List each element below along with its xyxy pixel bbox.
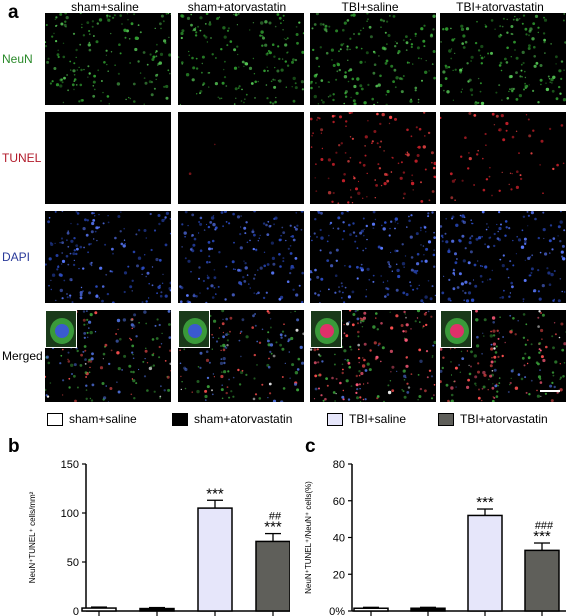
row-label-dapi: DAPI [2, 250, 31, 264]
merged-inset-image [45, 310, 77, 348]
y-tick-label: 40 [333, 533, 345, 545]
significance-label-vs-tbi: ### [535, 520, 554, 532]
micrograph-r2-c3 [310, 112, 436, 204]
legend-swatch-sham-atorvastatin [172, 413, 188, 426]
panel-a-letter: a [8, 2, 19, 23]
y-tick-label: 0 [73, 606, 79, 616]
micrograph-r4-c1 [45, 310, 171, 402]
micrograph-r3-c3 [310, 211, 436, 303]
micrograph-r4-c3 [310, 310, 436, 402]
significance-label: *** [206, 485, 224, 502]
merged-inset-image [178, 310, 210, 348]
chart-c: 0% 20 40 60 80 NeuN⁺TUNEL⁺/NeuN⁺ cells(%) *** *… [304, 459, 566, 616]
column-title-sham-atorvastatin: sham+atorvastatin [187, 0, 287, 14]
bar-4 [255, 540, 290, 612]
legend-swatch-tbi-saline [327, 413, 343, 426]
significance-label: *** [533, 528, 551, 545]
y-tick-label: 50 [67, 557, 79, 569]
micrograph-r2-c4 [440, 112, 566, 204]
legend-swatch-tbi-atorvastatin [438, 413, 454, 426]
legend-swatch-sham-saline [47, 413, 63, 426]
y-tick-label: 60 [333, 496, 345, 508]
bar-2 [410, 607, 446, 612]
bar-4 [524, 549, 560, 612]
panel-b-letter: b [8, 436, 20, 457]
legend-label-tbi-atorvastatin: TBI+atorvastatin [460, 412, 548, 426]
significance-label: *** [264, 519, 282, 536]
column-title-sham-saline: sham+saline [71, 0, 139, 14]
micrograph-r4-c2 [178, 310, 304, 402]
legend-label-tbi-saline: TBI+saline [349, 412, 407, 426]
micrograph-r2-c2 [178, 112, 304, 204]
y-axis-label: NeuN⁺TUNEL⁺/NeuN⁺ cells(%) [304, 481, 313, 594]
significance-label-vs-tbi: ## [269, 511, 282, 523]
panel-c-letter: c [305, 436, 316, 457]
row-label-neun: NeuN [2, 52, 33, 66]
legend-label-sham-saline: sham+saline [69, 412, 137, 426]
micrograph-r1-c2 [178, 13, 304, 105]
y-axis-label: NeuN⁺TUNEL⁺ cells/mm² [28, 491, 37, 583]
micrograph-r4-c4 [440, 310, 566, 402]
bar-2 [139, 607, 175, 612]
micrograph-r2-c1 [45, 112, 171, 204]
row-label-tunel: TUNEL [2, 151, 42, 165]
micrograph-r1-c4 [440, 13, 566, 105]
merged-inset-image [440, 310, 472, 348]
micrograph-r3-c4 [440, 211, 566, 303]
y-tick-label: 100 [61, 508, 79, 520]
bar-3 [197, 507, 233, 612]
y-tick-label: 150 [61, 459, 79, 471]
y-tick-label: 20 [333, 569, 345, 581]
column-title-tbi-atorvastatin: TBI+atorvastatin [456, 0, 544, 14]
y-tick-label: 0% [329, 606, 345, 616]
micrograph-r3-c1 [45, 211, 171, 303]
bar-1 [81, 607, 117, 612]
column-title-tbi-saline: TBI+saline [341, 0, 399, 14]
row-label-merged: Merged [2, 349, 43, 363]
bar-1 [353, 607, 389, 612]
micrograph-r3-c2 [178, 211, 304, 303]
bar-3 [467, 514, 503, 612]
significance-label: *** [476, 494, 494, 511]
merged-inset-image [310, 310, 342, 348]
scale-bar [540, 390, 560, 392]
y-tick-label: 80 [333, 459, 345, 471]
micrograph-r1-c1 [45, 13, 171, 105]
micrograph-r1-c3 [310, 13, 436, 105]
legend-label-sham-atorvastatin: sham+atorvastatin [194, 412, 293, 426]
